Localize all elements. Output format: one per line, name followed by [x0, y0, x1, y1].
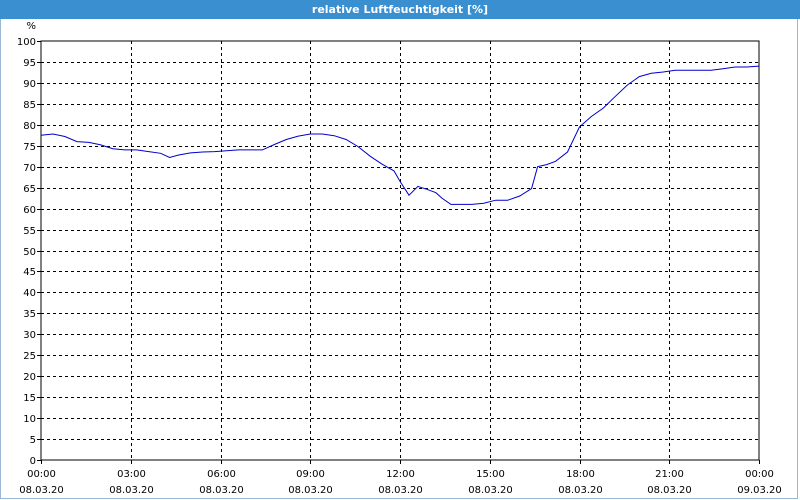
x-tick-label-time: 21:00: [655, 469, 684, 480]
y-tick-label: 55: [23, 226, 36, 237]
y-tick-label: 0: [30, 456, 36, 467]
y-axis-ticks: 0 5 10 15 20 25 30 35 40 45 50 55 60 65 70 75 80 85 90 95 10…: [17, 37, 41, 467]
chart-title: relative Luftfeuchtigkeit [%]: [0, 0, 800, 19]
y-axis-unit-label: %: [26, 21, 36, 32]
chart-frame: [0, 19, 798, 499]
x-tick-label-time: 00:00: [27, 469, 56, 480]
y-tick-label: 5: [30, 435, 36, 446]
grid: [41, 41, 759, 460]
y-tick-label: 80: [23, 121, 36, 132]
y-tick-label: 35: [23, 309, 36, 320]
x-axis-ticks: 00:00 08.03.20 03:00 08.03.20 06:00 08.03.20 0…: [19, 460, 782, 496]
y-tick-label: 40: [23, 288, 36, 299]
x-tick-label-date: 08.03.20: [558, 485, 603, 496]
y-tick-label: 100: [17, 37, 36, 48]
y-tick-label: 90: [23, 79, 36, 90]
y-tick-label: 95: [23, 58, 36, 69]
x-tick-label-time: 03:00: [117, 469, 146, 480]
x-tick-label-time: 06:00: [207, 469, 236, 480]
x-tick-label-time: 15:00: [476, 469, 505, 480]
x-tick-label-date: 08.03.20: [647, 485, 692, 496]
x-tick-label-date: 08.03.20: [199, 485, 244, 496]
y-tick-label: 15: [23, 393, 36, 404]
y-tick-label: 60: [23, 205, 36, 216]
x-tick-label-date: 08.03.20: [288, 485, 333, 496]
x-tick-label-time: 00:00: [745, 469, 774, 480]
y-tick-label: 50: [23, 247, 36, 258]
series-line-humidity: [40, 65, 760, 205]
x-tick-label-date: 09.03.20: [737, 485, 782, 496]
x-tick-label-time: 12:00: [386, 469, 415, 480]
x-tick-label-date: 08.03.20: [468, 485, 513, 496]
y-tick-label: 25: [23, 351, 36, 362]
y-tick-label: 70: [23, 163, 36, 174]
y-tick-label: 20: [23, 372, 36, 383]
y-tick-label: 45: [23, 267, 36, 278]
x-tick-label-time: 18:00: [566, 469, 595, 480]
x-tick-label-time: 09:00: [296, 469, 325, 480]
y-tick-label: 30: [23, 330, 36, 341]
y-tick-label: 75: [23, 142, 36, 153]
y-tick-label: 85: [23, 100, 36, 111]
x-tick-label-date: 08.03.20: [19, 485, 64, 496]
x-tick-label-date: 08.03.20: [109, 485, 154, 496]
y-tick-label: 65: [23, 184, 36, 195]
x-tick-label-date: 08.03.20: [378, 485, 423, 496]
y-tick-label: 10: [23, 414, 36, 425]
